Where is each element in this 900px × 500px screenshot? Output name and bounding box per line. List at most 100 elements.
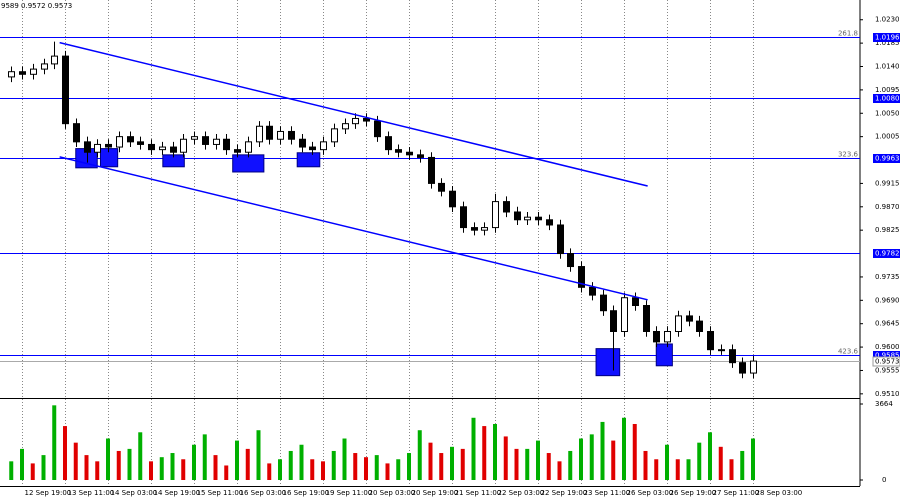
volume-bar: [643, 450, 648, 480]
candle-body: [449, 190, 456, 208]
level-box: [873, 351, 900, 360]
candle-body: [535, 216, 542, 221]
candle-body: [600, 294, 607, 312]
volume-bar: [600, 421, 605, 480]
trendline: [59, 156, 648, 301]
y-tick-label: 1.0005: [875, 133, 900, 141]
zone: [99, 148, 119, 168]
candle-body: [653, 330, 660, 343]
level-box: [873, 33, 900, 42]
candle-body: [277, 130, 284, 140]
x-tick-label: 14 Sep 19:00: [154, 489, 201, 497]
x-tick-label: 16 Sep 03:00: [240, 489, 287, 497]
volume-bar: [213, 455, 218, 480]
volume-bar: [718, 446, 723, 480]
x-tick-label: 20 Sep 19:00: [412, 489, 459, 497]
volume-bar: [353, 453, 358, 480]
x-tick-label: 16 Sep 19:00: [283, 489, 330, 497]
volume-bar: [41, 455, 46, 480]
volume-bar: [192, 444, 196, 480]
candle-body: [320, 141, 327, 151]
x-tick-label: 13 Sep 11:00: [68, 489, 115, 497]
level-box: [873, 249, 900, 258]
volume-bar: [708, 432, 712, 480]
volume-bar: [245, 448, 250, 480]
volume-bar: [202, 434, 207, 480]
candle-body: [385, 136, 392, 151]
volume-bar: [235, 440, 239, 480]
volume-bar: [439, 453, 444, 480]
candle-body: [84, 141, 91, 153]
volume-bar: [138, 432, 143, 480]
candle-body: [492, 201, 499, 229]
volume-tick-label: 0: [882, 476, 886, 484]
candle-body: [191, 136, 198, 140]
candle-body: [299, 138, 306, 148]
y-tick-label: 0.9555: [875, 366, 900, 374]
volume-bar: [95, 461, 100, 480]
volume-bar: [278, 459, 282, 480]
volume-bar: [149, 461, 153, 480]
candle-body: [460, 206, 467, 229]
volume-bar: [729, 459, 734, 480]
volume-bar: [20, 448, 24, 480]
candle-body: [696, 320, 703, 332]
volume-bar: [159, 457, 164, 480]
candle-body: [148, 143, 155, 151]
candle-body: [170, 146, 177, 153]
volume-bar: [428, 442, 433, 480]
candle-body: [41, 63, 48, 70]
volume-bar: [321, 461, 325, 480]
volume-bar: [299, 444, 304, 480]
volume-bar: [751, 438, 755, 480]
volume-bar: [181, 459, 186, 480]
candle-body: [750, 360, 757, 374]
y-tick-label: 0.9825: [875, 226, 900, 234]
candle-body: [643, 305, 650, 332]
volume-bar: [256, 430, 261, 480]
candle-body: [245, 141, 252, 153]
volume-bar: [407, 453, 411, 480]
x-tick-label: 19 Sep 11:00: [326, 489, 373, 497]
volume-bar: [310, 459, 315, 480]
trendline: [59, 41, 648, 187]
y-tick-label: 1.0140: [875, 63, 900, 71]
volume-bar: [364, 457, 368, 480]
candle-body: [514, 211, 521, 221]
x-tick-label: 12 Sep 19:00: [25, 489, 72, 497]
fib-label: 323.6: [838, 151, 859, 159]
volume-bar: [52, 405, 57, 480]
volume-bar: [374, 455, 379, 480]
candle-body: [707, 330, 714, 351]
x-tick-label: 23 Sep 11:00: [584, 489, 631, 497]
candle-body: [223, 138, 230, 151]
volume-bar: [63, 426, 67, 480]
volume-bar: [224, 465, 229, 480]
volume-bar: [675, 459, 680, 480]
candle-body: [116, 136, 123, 148]
volume-bar: [30, 463, 35, 480]
x-tick-label: 15 Sep 11:00: [197, 489, 244, 497]
candle-body: [202, 136, 209, 145]
volume-bar: [288, 450, 293, 480]
level-label: 0.9963: [875, 155, 900, 163]
volume-bar: [579, 438, 583, 480]
candle-body: [471, 227, 478, 231]
x-tick-label: 27 Sep 11:00: [713, 489, 760, 497]
candle-body: [664, 330, 671, 343]
fib-label: 261.8: [838, 30, 858, 38]
candle-body: [137, 141, 144, 145]
y-tick-label: 1.0230: [875, 16, 900, 24]
volume-bar: [557, 461, 562, 480]
candle-body: [234, 149, 241, 153]
volume-bar: [503, 436, 508, 480]
candle-body: [406, 151, 413, 156]
level-label: 0.9782: [875, 250, 900, 258]
candle-body: [621, 297, 628, 332]
candle-body: [739, 362, 746, 374]
candle-body: [19, 71, 26, 75]
candle-body: [51, 55, 58, 65]
y-tick-label: 0.9870: [875, 203, 900, 211]
candle-body: [503, 201, 510, 213]
